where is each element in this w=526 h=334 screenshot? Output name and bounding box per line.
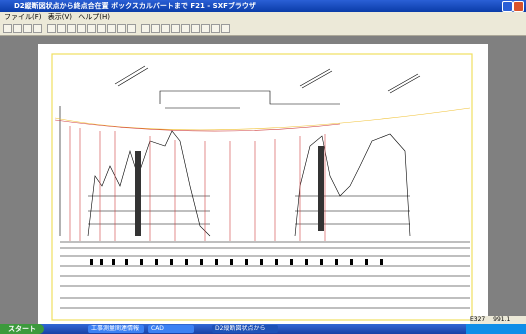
toolbar-button[interactable] [221,24,230,33]
maximize-button[interactable] [502,1,513,12]
close-button[interactable] [513,1,524,12]
window-title: D2縦断図状点から終点合在置 ボックスカルバートまで F21 - SXFブラウザ [14,2,256,10]
toolbar-button[interactable] [151,24,160,33]
task-item[interactable]: D2縦断図状点から [212,325,278,333]
toolbar-button[interactable] [181,24,190,33]
menu-bar: ファイル(F) 表示(V) ヘルプ(H) [0,12,526,22]
toolbar-button[interactable] [201,24,210,33]
toolbar-button[interactable] [97,24,106,33]
toolbar-button[interactable] [13,24,22,33]
toolbar-button[interactable] [141,24,150,33]
toolbar-button[interactable] [57,24,66,33]
toolbar-button[interactable] [117,24,126,33]
toolbar-button[interactable] [77,24,86,33]
task-item[interactable]: 工事測量関連情報 [88,325,144,333]
toolbar-button[interactable] [3,24,12,33]
toolbar-button[interactable] [211,24,220,33]
toolbar-button[interactable] [161,24,170,33]
status-bar: E327 991.1 [470,316,526,324]
toolbar-button[interactable] [191,24,200,33]
sheet [38,44,488,324]
toolbar-button[interactable] [47,24,56,33]
toolbar-button[interactable] [107,24,116,33]
structure [318,146,324,231]
toolbar-button[interactable] [127,24,136,33]
toolbar-button[interactable] [33,24,42,33]
menu-file[interactable]: ファイル(F) [4,12,42,22]
title-bar: D2縦断図状点から終点合在置 ボックスカルバートまで F21 - SXFブラウザ [0,0,526,12]
start-button[interactable]: スタート [0,324,44,334]
toolbar-button[interactable] [87,24,96,33]
status-code: E327 [470,316,485,323]
toolbar-button[interactable] [171,24,180,33]
toolbar [0,22,526,36]
toolbar-button[interactable] [67,24,76,33]
task-item[interactable]: CAD [148,325,194,333]
canvas [0,36,526,324]
menu-help[interactable]: ヘルプ(H) [78,12,110,22]
status-value: 991.1 [493,316,510,323]
toolbar-button[interactable] [23,24,32,33]
taskbar: スタート 工事測量関連情報 CAD D2縦断図状点から [0,324,526,334]
structure [135,151,141,236]
menu-view[interactable]: 表示(V) [48,12,72,22]
system-tray [466,324,526,334]
screen: D2縦断図状点から終点合在置 ボックスカルバートまで F21 - SXFブラウザ… [0,0,526,334]
